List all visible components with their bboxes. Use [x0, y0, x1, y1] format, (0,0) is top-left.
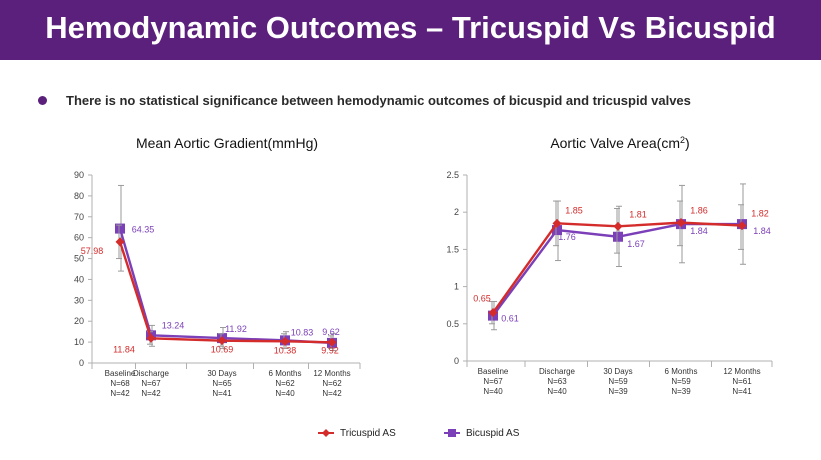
tricuspid-data-label: 10.69: [211, 345, 234, 355]
tricuspid-data-label: 10.38: [274, 345, 297, 355]
legend-tricuspid-label: Tricuspid AS: [340, 428, 396, 439]
x-tick-label: 12 Months: [723, 367, 760, 376]
legend-bicuspid-label: Bicuspid AS: [466, 428, 520, 439]
bicuspid-data-label: 1.84: [690, 226, 708, 236]
tricuspid-point: [115, 237, 125, 247]
bicuspid-data-label: 64.35: [132, 225, 155, 235]
bicuspid-data-label: 0.61: [501, 314, 519, 324]
sample-size-label: N=42: [110, 389, 130, 398]
sample-size-label: N=61: [732, 377, 752, 386]
tricuspid-point: [217, 336, 227, 346]
legend-tricuspid-marker: [322, 429, 330, 437]
x-tick-label: Discharge: [539, 367, 576, 376]
bicuspid-data-label: 13.24: [162, 320, 185, 330]
tricuspid-data-label: 9.92: [321, 345, 339, 355]
y-tick-label: 1.5: [446, 244, 459, 254]
tricuspid-point: [676, 218, 686, 228]
tricuspid-data-label: 1.85: [565, 205, 583, 215]
bicuspid-point: [552, 225, 562, 236]
sample-size-label: N=62: [322, 379, 342, 388]
y-tick-label: 0.5: [446, 319, 459, 329]
chart-title: Mean Aortic Gradient(mmHg): [136, 135, 318, 151]
x-tick-label: Discharge: [133, 369, 170, 378]
sample-size-label: N=41: [732, 387, 752, 396]
sample-size-label: N=42: [322, 389, 342, 398]
sample-size-label: N=59: [608, 377, 628, 386]
y-tick-label: 70: [74, 212, 84, 222]
y-tick-label: 80: [74, 191, 84, 201]
sample-size-label: N=41: [212, 389, 232, 398]
x-tick-label: Baseline: [105, 369, 136, 378]
tricuspid-point: [327, 337, 337, 347]
tricuspid-point: [613, 221, 623, 231]
x-tick-label: 6 Months: [665, 367, 698, 376]
tricuspid-point: [146, 333, 156, 343]
tricuspid-data-label: 0.65: [473, 294, 491, 304]
bicuspid-point: [613, 231, 623, 242]
y-tick-label: 1: [454, 282, 459, 292]
tricuspid-data-label: 1.82: [751, 209, 769, 219]
sample-size-label: N=65: [212, 379, 232, 388]
sample-size-label: N=68: [110, 379, 130, 388]
y-tick-label: 10: [74, 337, 84, 347]
x-tick-label: Baseline: [478, 367, 509, 376]
sample-size-label: N=62: [275, 379, 295, 388]
tricuspid-data-label: 57.98: [81, 246, 104, 256]
sample-size-label: N=39: [671, 387, 691, 396]
sample-size-label: N=40: [275, 389, 295, 398]
sample-size-label: N=42: [141, 389, 161, 398]
y-tick-label: 30: [74, 295, 84, 305]
bicuspid-data-label: 1.67: [627, 239, 645, 249]
sample-size-label: N=63: [547, 377, 567, 386]
y-tick-label: 0: [454, 356, 459, 366]
sample-size-label: N=40: [483, 387, 503, 396]
x-tick-label: 30 Days: [603, 367, 632, 376]
x-tick-label: 6 Months: [269, 369, 302, 378]
tricuspid-point: [737, 221, 747, 231]
bicuspid-data-label: 1.84: [753, 226, 771, 236]
tricuspid-data-label: 11.84: [113, 344, 135, 354]
tricuspid-point: [280, 336, 290, 346]
sample-size-label: N=67: [483, 377, 503, 386]
sample-size-label: N=67: [141, 379, 161, 388]
y-tick-label: 40: [74, 274, 84, 284]
y-tick-label: 2: [454, 207, 459, 217]
bicuspid-data-label: 11.92: [225, 324, 247, 334]
page-title: Hemodynamic Outcomes – Tricuspid Vs Bicu…: [45, 10, 776, 45]
y-tick-label: 50: [74, 254, 84, 264]
y-tick-label: 20: [74, 316, 84, 326]
title-banner: Hemodynamic Outcomes – Tricuspid Vs Bicu…: [0, 0, 821, 60]
y-tick-label: 0: [79, 358, 84, 368]
x-tick-label: 30 Days: [207, 369, 236, 378]
x-tick-label: 12 Months: [313, 369, 350, 378]
bicuspid-point: [115, 223, 125, 234]
bullet-point-icon: [38, 96, 47, 105]
summary-bullet: There is no statistical significance bet…: [66, 93, 691, 108]
tricuspid-data-label: 1.86: [690, 206, 708, 216]
sample-size-label: N=40: [547, 387, 567, 396]
y-tick-label: 2.5: [446, 170, 459, 180]
tricuspid-point: [552, 218, 562, 228]
bicuspid-data-label: 9.62: [322, 327, 340, 337]
bicuspid-data-label: 10.83: [291, 327, 314, 337]
y-tick-label: 90: [74, 170, 84, 180]
sample-size-label: N=59: [671, 377, 691, 386]
legend-bicuspid-marker: [448, 429, 456, 437]
bicuspid-data-label: 1.76: [558, 232, 576, 242]
sample-size-label: N=39: [608, 387, 628, 396]
tricuspid-point: [488, 308, 498, 318]
y-tick-label: 60: [74, 233, 84, 243]
chart-title: Aortic Valve Area(cm2): [550, 135, 689, 151]
tricuspid-data-label: 1.81: [629, 209, 647, 219]
